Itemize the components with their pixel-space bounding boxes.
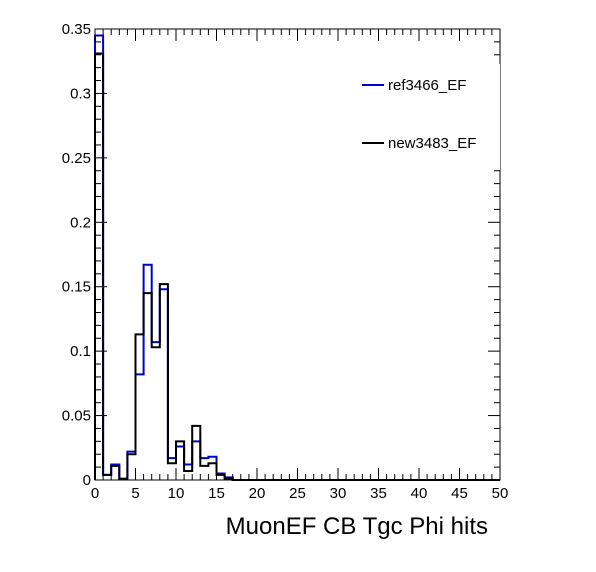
x-tick-label: 20 [249,485,266,502]
x-tick-label: 30 [330,485,347,502]
x-tick-label: 35 [370,485,387,502]
legend: ref3466_EF new3483_EF [356,64,500,170]
x-tick-label: 25 [289,485,306,502]
y-tick-label: 0.25 [62,150,91,167]
x-tick-label: 0 [91,485,99,502]
x-tick-label: 40 [411,485,428,502]
y-tick-label: 0.35 [62,21,91,38]
x-tick-label: 15 [208,485,225,502]
y-axis: 0 0.05 0.1 0.15 0.2 0.25 0.3 0.35 [62,21,500,489]
x-tick-label: 5 [131,485,139,502]
x-tick-label: 50 [492,485,509,502]
legend-box [356,64,500,170]
x-tick-label: 10 [168,485,185,502]
legend-label-new3483: new3483_EF [388,135,476,152]
y-tick-label: 0.2 [70,214,91,231]
x-axis-title: MuonEF CB Tgc Phi hits [226,513,488,540]
y-tick-label: 0.05 [62,408,91,425]
legend-label-ref3466: ref3466_EF [388,77,466,94]
y-tick-label: 0 [83,472,91,489]
y-tick-label: 0.15 [62,279,91,296]
x-tick-label: 45 [451,485,468,502]
x-axis: 0 5 10 15 20 25 30 35 40 45 50 [91,29,509,502]
y-tick-label: 0.3 [70,85,91,102]
y-tick-label: 0.1 [70,343,91,360]
